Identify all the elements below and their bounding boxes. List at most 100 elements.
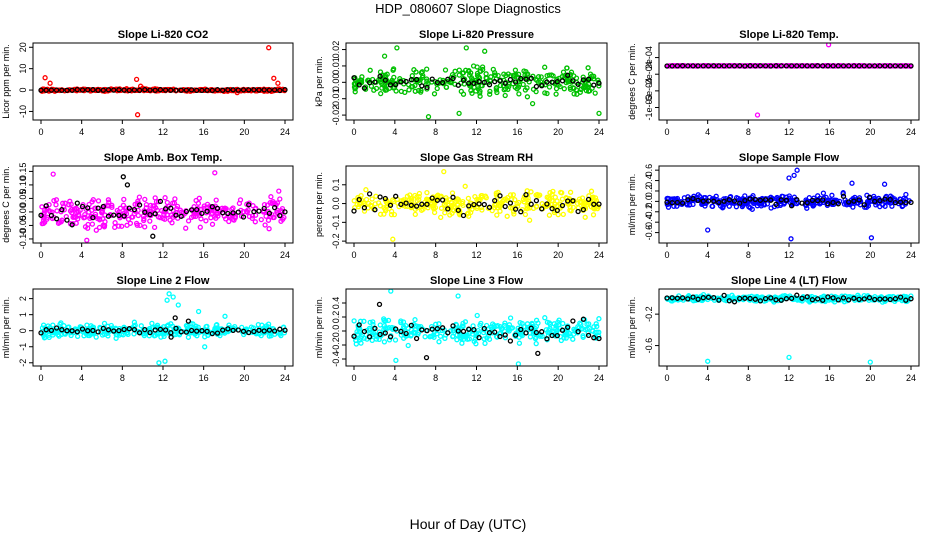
panel-5-hourly-point xyxy=(502,203,508,210)
panel-8-hourly-point xyxy=(559,327,566,333)
panel-9-hourly-point xyxy=(721,292,727,299)
panel-2-all-point xyxy=(474,70,481,77)
panel-4-hourly-point xyxy=(271,204,278,211)
panel-6-all-outlier xyxy=(705,227,711,233)
panel-7-hourly-point xyxy=(90,327,96,334)
panel-5-hourly-point xyxy=(585,196,592,203)
panel-5-hourly-point xyxy=(575,208,581,215)
panel-3-hourly-point xyxy=(882,63,888,69)
panel-3-hourly-point xyxy=(695,63,701,69)
panel-2-hourly-point xyxy=(497,78,503,84)
panel-4-all-point xyxy=(279,209,285,215)
panel-4-all-point xyxy=(95,198,102,204)
panel-3-hourly-point xyxy=(778,63,784,69)
panel-6-all-point xyxy=(775,197,781,204)
panel-1-xtick-label: 4 xyxy=(79,127,84,137)
panel-2-all-point xyxy=(546,84,553,90)
panel-8-hourly-point xyxy=(356,322,362,328)
panel-3-hourly-point xyxy=(690,63,696,69)
panel-6-all-point xyxy=(897,196,903,202)
panel-1-all-point xyxy=(108,86,114,93)
panel-5-hourly-point xyxy=(539,206,545,212)
panel-9: Slope Line 4 (LT) Flow ml/min per min. 0 4 8… xyxy=(627,275,920,383)
panel-4-hourly-point xyxy=(199,210,205,217)
panel-9-hourly-point xyxy=(892,296,899,302)
panel-1-hourly-point xyxy=(194,87,200,94)
panel-2-all-point xyxy=(533,88,539,95)
panel-2-all-point xyxy=(564,78,571,84)
panel-6-all-point xyxy=(676,199,683,205)
panel-9-hourly-point xyxy=(788,295,795,302)
panel-3-frame xyxy=(658,42,920,121)
panel-2-all-point xyxy=(456,67,462,73)
panel-2-hourly-point xyxy=(356,82,362,88)
panel-7-hourly-point xyxy=(194,328,200,334)
panel-9-ytick-label: -0.6 xyxy=(644,338,654,354)
panel-4-all-point xyxy=(147,218,153,224)
panel-8-all-point xyxy=(593,321,599,327)
panel-2-hourly-point xyxy=(387,82,394,88)
panel-5-all-point xyxy=(502,196,509,202)
panel-4-all-point xyxy=(81,215,87,221)
panel-6-all-outlier xyxy=(788,236,794,242)
panel-8-all-point xyxy=(471,338,477,345)
panel-8-hourly-point xyxy=(439,325,446,331)
panel-4-ytick-label: 0.15 xyxy=(18,163,28,181)
panel-6-hourly-point xyxy=(856,197,862,203)
panel-1-title: Slope Li-820 CO2 xyxy=(118,29,208,41)
panel-5-hourly-point xyxy=(450,194,456,200)
panel-5-hourly-point xyxy=(596,201,602,207)
panel-5-all-point xyxy=(351,198,357,204)
panel-1-ylabel: Licor ppm per min. xyxy=(1,44,11,119)
panel-4-all-point xyxy=(152,195,158,201)
panel-1-ytick-label: 20 xyxy=(18,42,28,52)
panel-8-hourly-point xyxy=(455,328,461,334)
panel-8-ytick-label: 0.0 xyxy=(331,325,341,338)
panel-5-hourly-point xyxy=(398,201,404,208)
panel-4-all-point xyxy=(215,213,221,219)
panel-7-all-outlier xyxy=(156,360,162,366)
panel-4-all-point xyxy=(276,188,282,194)
panel-8-hourly-point xyxy=(471,327,477,333)
panel-4-all-point xyxy=(106,199,112,205)
panel-2-all-point xyxy=(424,66,430,72)
panel-6-hourly-point xyxy=(685,197,691,203)
panel-2-all-point xyxy=(382,87,389,93)
panel-8-all-point xyxy=(481,336,487,342)
panel-3-hourly-point xyxy=(685,63,691,69)
panel-5-all-point xyxy=(372,201,378,207)
panel-5-all-point xyxy=(581,201,588,207)
panel-4-all-point xyxy=(151,224,158,231)
panel-5-hourly-point xyxy=(565,198,571,204)
panel-3-ytick-label: -1e-03 xyxy=(644,95,654,121)
panel-4-hourly-outlier xyxy=(150,233,156,239)
panel-3-hourly-point xyxy=(835,63,841,69)
panel-1-all-point xyxy=(118,87,124,93)
panel-1-xtick-label: 24 xyxy=(280,127,290,137)
panel-4-all-point xyxy=(203,218,209,224)
panel-4-all-point xyxy=(191,204,197,210)
panel-3-all-point xyxy=(666,63,672,69)
panel-4-all-point xyxy=(112,224,118,231)
panel-2-title: Slope Li-820 Pressure xyxy=(419,29,534,41)
panel-4-all-point xyxy=(123,205,130,211)
panel-5-all-point xyxy=(524,206,530,212)
panel-5-xtick-label: 20 xyxy=(553,250,563,260)
panel-9-hourly-point xyxy=(794,292,800,298)
panel-8-all-point xyxy=(521,324,527,330)
panel-6-ytick-label: -0.2 xyxy=(644,204,654,220)
panel-8-all-point xyxy=(566,330,573,337)
panel-2-all-point xyxy=(516,82,523,88)
panel-6-hourly-point xyxy=(664,199,670,205)
panel-6-xtick-label: 12 xyxy=(784,250,794,260)
panel-5-hourly-point xyxy=(523,192,529,198)
panel-1-ytick-label: 10 xyxy=(18,64,28,74)
panel-4-hourly-point xyxy=(188,207,195,213)
panel-2-xtick-label: 20 xyxy=(553,127,563,137)
panel-4-hourly-point xyxy=(225,210,231,217)
panel-4-all-point xyxy=(170,200,176,206)
panel-7-hourly-point xyxy=(240,328,247,334)
panel-8-all-point xyxy=(518,329,524,335)
panel-2-hourly-point xyxy=(539,83,545,89)
panel-4-hourly-point xyxy=(173,212,179,218)
